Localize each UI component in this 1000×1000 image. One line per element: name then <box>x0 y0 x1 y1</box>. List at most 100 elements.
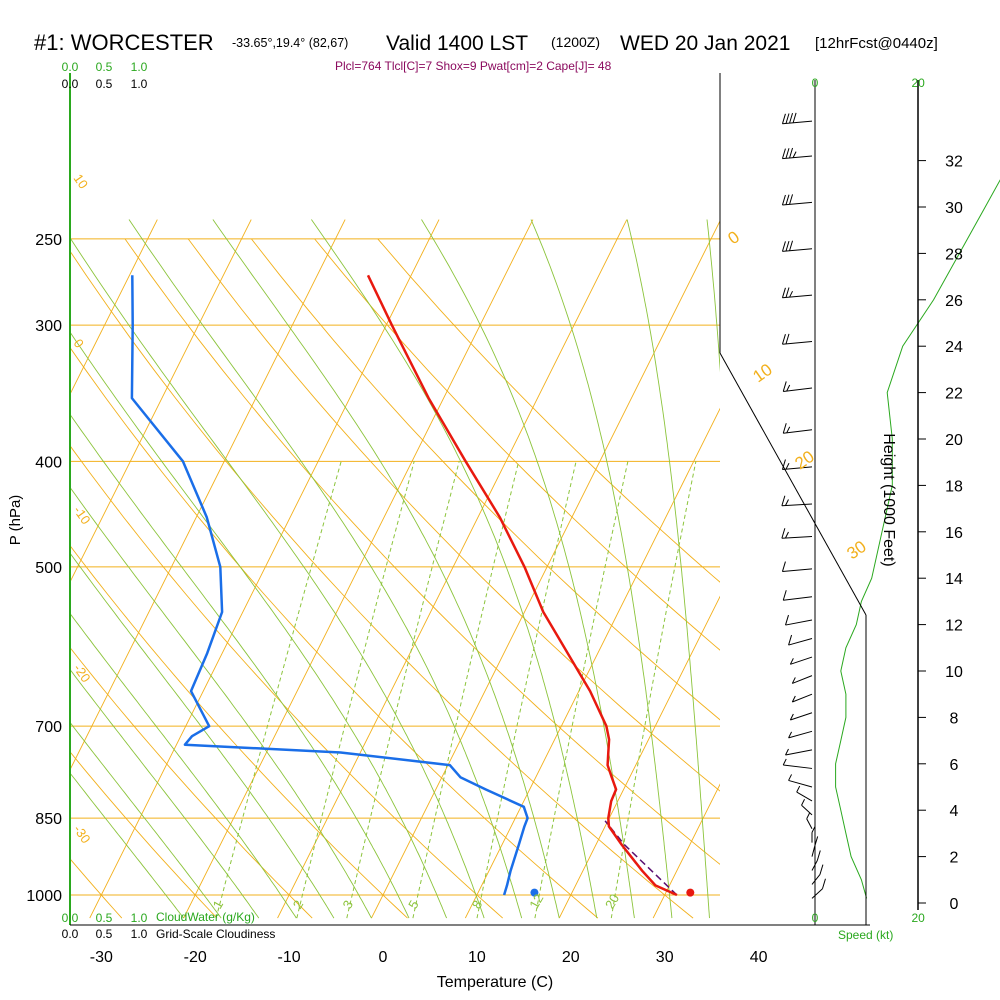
panel-slant-border <box>719 352 867 616</box>
pressure-tick-label: 850 <box>35 811 62 828</box>
speed-axis-title: Speed (kt) <box>838 928 893 942</box>
wind-barb-staff <box>782 341 813 345</box>
wind-barb-flag <box>781 241 786 252</box>
surface-temperature-dot <box>686 888 695 897</box>
wind-barb <box>785 614 813 626</box>
moist-adiabat-line <box>70 668 260 919</box>
wind-barb-flag <box>781 459 786 470</box>
wind-barb <box>781 528 813 539</box>
dry-adiabat-line <box>377 238 720 583</box>
isotherm-line <box>70 219 252 584</box>
wind-barb-staff <box>796 791 813 802</box>
dry-adiabat-line <box>70 646 313 919</box>
height-tick-label: 4 <box>950 803 959 820</box>
valid-time: Valid 1400 LST <box>386 32 528 55</box>
wind-barb-flag <box>791 677 796 684</box>
forecast-info: [12hrFcst@0440z] <box>815 35 938 52</box>
wind-barb-flag <box>785 499 789 506</box>
height-tick-label: 2 <box>950 850 959 867</box>
frame <box>69 73 926 926</box>
wind-barb <box>796 785 813 802</box>
pressure-tick-label: 700 <box>35 719 62 736</box>
wind-barb-flag <box>806 812 811 819</box>
wind-barb-flag <box>789 713 794 721</box>
wind-barb-flag <box>789 113 794 124</box>
moist-adiabat-line <box>70 486 372 919</box>
speed-tick-label: 20 <box>911 76 925 90</box>
mixing-ratio-line <box>534 461 629 919</box>
moist-adiabat-line <box>70 331 448 919</box>
wind-barb <box>781 287 813 299</box>
wind-barb-flag <box>788 731 793 739</box>
wind-barb-staff <box>782 568 813 573</box>
temperature-line <box>366 274 678 897</box>
temperature-tick-label: -20 <box>184 949 207 966</box>
wind-barb-flag <box>785 614 789 626</box>
moist-adiabat-line <box>70 552 335 919</box>
wind-panel <box>781 112 1000 899</box>
wind-barb <box>811 864 824 885</box>
cloudiness-scale-label: 1.0 <box>131 927 148 941</box>
dry-adiabat-line <box>70 250 694 919</box>
wind-barb <box>811 878 826 899</box>
wind-barb-flag <box>781 528 786 539</box>
isotherm-label: -10 <box>71 503 94 527</box>
moist-adiabat-line <box>212 219 560 919</box>
wind-barb-staff <box>783 596 813 601</box>
wind-barb-staff <box>782 466 813 470</box>
height-tick-label: 20 <box>945 432 963 449</box>
mixing-ratio-line <box>296 461 415 919</box>
wind-barb-staff <box>801 804 813 816</box>
cloud-scale-label: 0.0 <box>62 60 79 74</box>
wind-barb-flag <box>781 561 786 572</box>
wind-barb <box>791 675 813 684</box>
wind-barb-staff <box>785 619 813 626</box>
wind-barb-flag <box>782 423 787 434</box>
wind-barb-flag <box>789 194 794 205</box>
profiles <box>130 274 695 897</box>
wind-barb <box>789 656 813 665</box>
moist-adiabat-line <box>311 219 598 919</box>
pressure-tick-label: 400 <box>35 454 62 471</box>
height-tick-label: 14 <box>945 571 963 588</box>
wind-barb-flag <box>788 774 793 781</box>
wind-barb-staff <box>782 155 813 160</box>
grid-lines <box>70 219 720 919</box>
wind-barb-flag <box>785 748 789 756</box>
mixing-ratio-label: 3 <box>339 898 356 912</box>
wind-barb-flag <box>792 151 797 158</box>
wind-barb-flag <box>796 785 801 793</box>
wind-barb-flag <box>789 658 794 665</box>
wind-barb-staff <box>790 712 813 721</box>
wind-barb-flag <box>792 112 797 123</box>
cloudiness-scale-label: 0.0 <box>62 927 79 941</box>
moist-adiabat-line <box>70 721 222 919</box>
height-tick-label: 22 <box>945 386 963 403</box>
wind-barb <box>781 194 813 206</box>
speed-tick-label: 0 <box>812 911 819 925</box>
wind-barb <box>782 758 813 769</box>
wind-barb-staff <box>811 874 821 885</box>
wind-barb <box>781 112 813 125</box>
wind-barb-flag <box>821 878 826 889</box>
wind-barb <box>789 712 813 721</box>
wind-barb-flag <box>789 290 793 298</box>
lifted-parcel-line <box>604 820 678 896</box>
wind-barb-flag <box>788 634 793 646</box>
stability-indices: Plcl=764 Tlcl[C]=7 Shox=9 Pwat[cm]=2 Cap… <box>335 59 612 73</box>
wind-barb-flag <box>791 695 796 703</box>
y-axis-title: P (hPa) <box>7 495 24 546</box>
mixing-ratio-line <box>346 461 460 919</box>
wind-barb <box>785 748 813 756</box>
cloud-scale-label: 0.5 <box>96 60 113 74</box>
isotherm-line <box>183 219 534 919</box>
cloud-scale-label: 1.0 <box>131 911 148 925</box>
moist-adiabat-line <box>70 612 297 919</box>
mixing-ratio-line <box>476 461 577 919</box>
dry-adiabat-line <box>70 751 218 919</box>
wind-barb-staff <box>781 503 813 507</box>
wind-barb-flag <box>789 147 794 159</box>
wind-barb-flag <box>781 194 786 206</box>
station-coords: -33.65°,19.4° (82,67) <box>232 36 348 50</box>
wind-barb-flag <box>786 384 791 392</box>
